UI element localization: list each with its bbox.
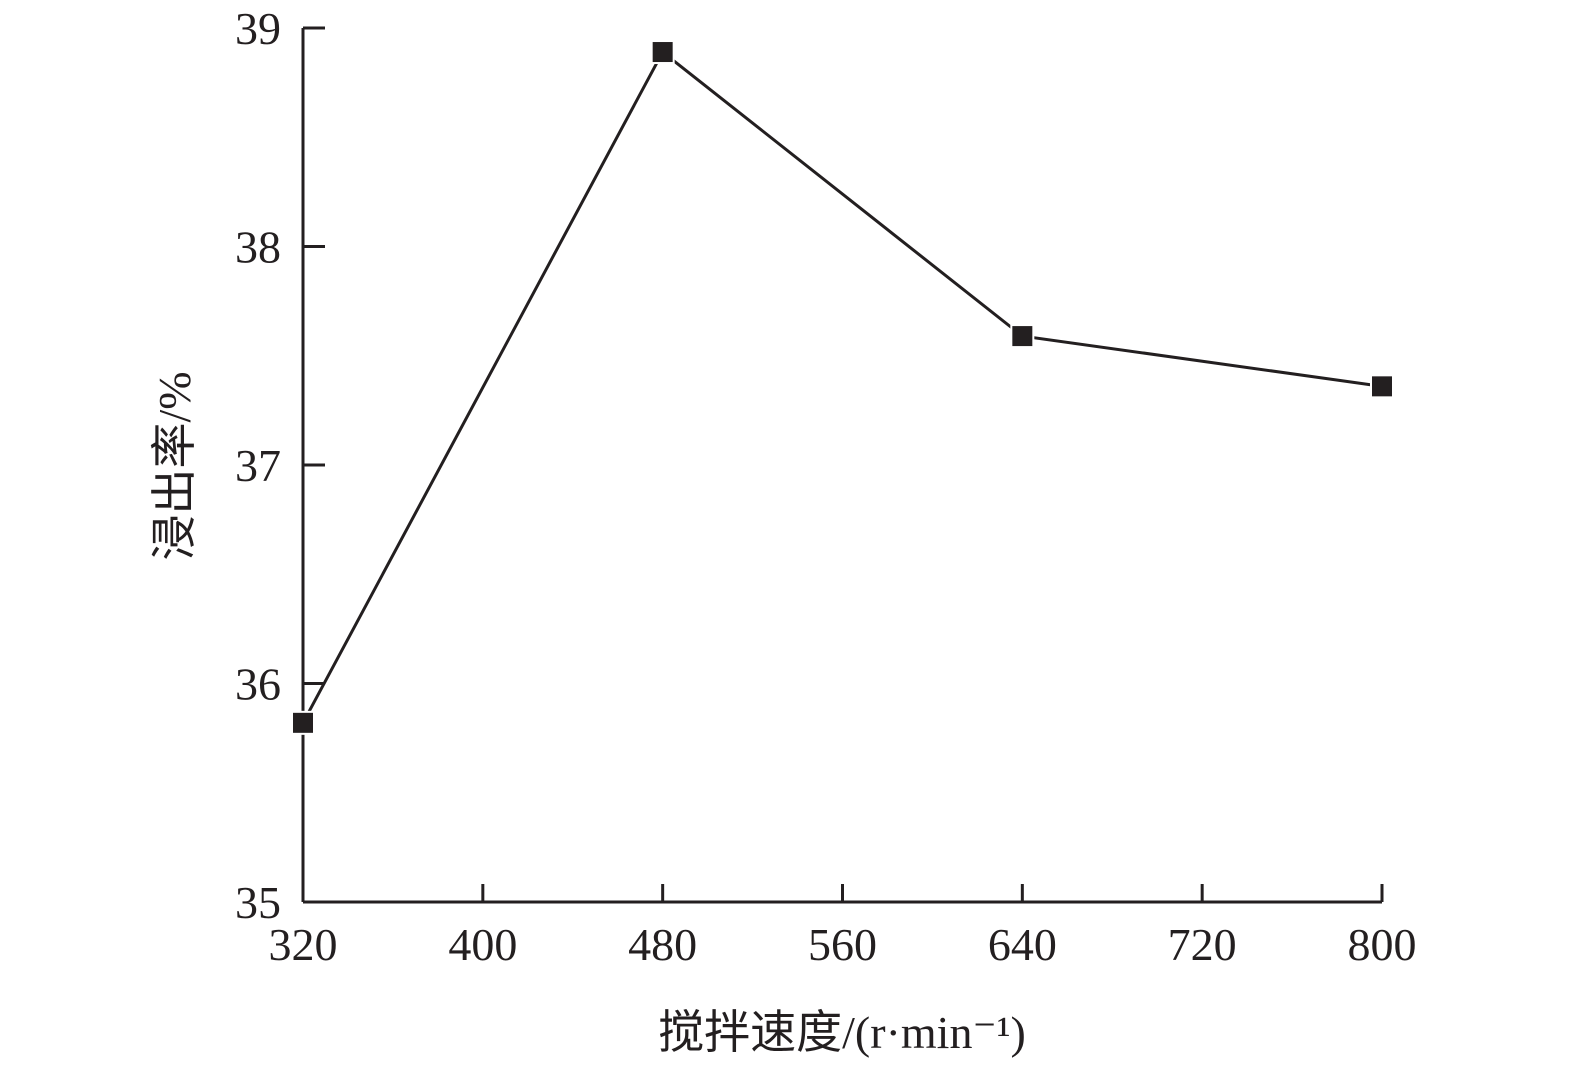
series-line [301, 49, 1383, 724]
y-tick-label: 36 [235, 659, 281, 710]
x-tick-label: 720 [1168, 919, 1237, 970]
data-point-marker [650, 40, 675, 65]
y-axis-title: 浸出率/% [149, 371, 200, 560]
y-tick-label: 39 [235, 3, 281, 54]
x-tick-label: 560 [808, 919, 877, 970]
x-tick-label: 640 [988, 919, 1057, 970]
series-layer [291, 40, 1394, 735]
x-tick-label: 320 [269, 919, 338, 970]
data-point-marker [291, 710, 315, 735]
x-tick-label: 800 [1348, 919, 1417, 970]
y-tick-label: 37 [235, 440, 281, 491]
x-tick-label: 480 [628, 919, 697, 970]
x-axis-title: 搅拌速度/(r·min⁻¹) [658, 1007, 1026, 1058]
y-tick-label: 35 [235, 877, 281, 928]
data-point-marker [1010, 324, 1035, 349]
x-tick-label: 400 [448, 919, 517, 970]
y-tick-label: 38 [235, 222, 281, 273]
data-point-marker [1370, 374, 1394, 399]
axes: 35 36 37 38 39 320 400 480 560 640 720 800 [235, 3, 1417, 970]
